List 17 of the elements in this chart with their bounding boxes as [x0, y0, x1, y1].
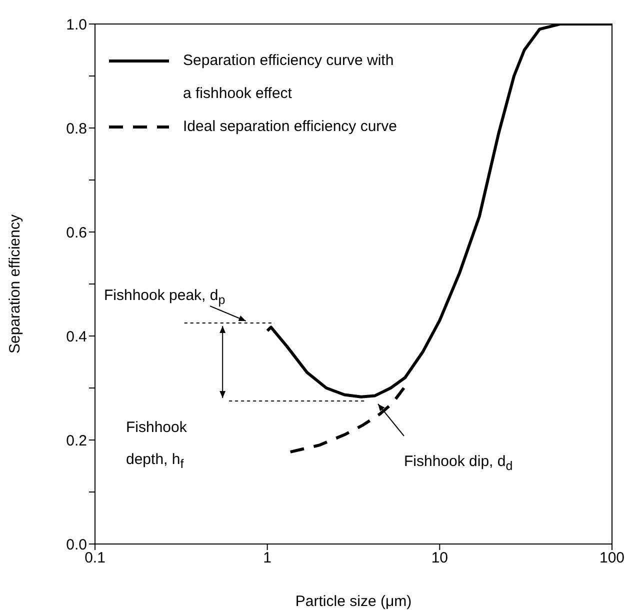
y-tick-label: 0.4: [66, 328, 87, 346]
y-axis-title: Separation efficiency: [6, 214, 24, 354]
x-tick-label: 0.1: [84, 550, 106, 567]
y-tick-label: 0.8: [66, 120, 87, 138]
x-tick-label: 10: [431, 550, 448, 567]
annotation: Fishhook dip, d$_{d}$: [404, 453, 513, 473]
y-tick-label: 1.0: [66, 16, 87, 34]
annotation: Fishhook peak, d$_{p}$: [104, 287, 226, 307]
x-tick-label: 1: [263, 550, 272, 567]
y-tick-label: 0.6: [66, 224, 87, 242]
x-tick-label: 100: [599, 550, 625, 567]
x-axis-title: Particle size (μm): [295, 593, 412, 610]
y-tick-label: 0.0: [66, 536, 87, 554]
legend-label: Ideal separation efficiency curve: [183, 117, 398, 137]
annotation: Fishhook depth, h$_{f}$: [126, 419, 187, 471]
legend-label: Separation efficiency curve with a fishhook effect: [183, 51, 395, 104]
y-tick-label: 0.2: [66, 432, 87, 450]
